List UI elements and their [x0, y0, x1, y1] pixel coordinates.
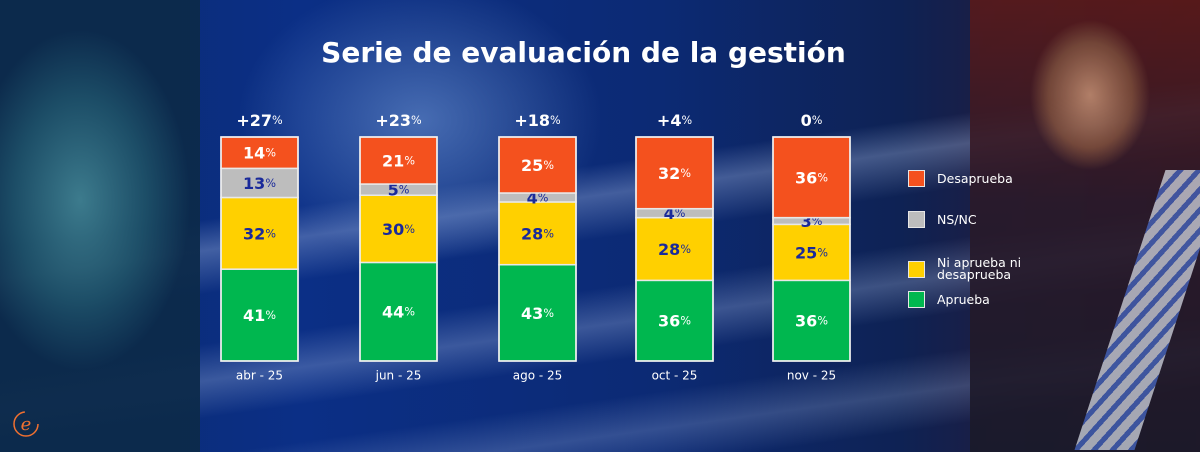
data-label: 13% — [243, 173, 276, 192]
data-label: 41% — [243, 306, 276, 325]
data-label: 25% — [521, 156, 554, 175]
bar-segment-desaprueba — [772, 136, 851, 219]
legend-label: Desaprueba — [937, 170, 1013, 186]
data-label: 25% — [795, 243, 828, 262]
data-label: 28% — [658, 240, 691, 259]
data-label: 36% — [795, 168, 828, 187]
svg-text:e: e — [21, 414, 32, 435]
bar-segment-desaprueba — [359, 136, 438, 185]
bar-frame — [359, 136, 438, 362]
data-label: 4% — [527, 188, 549, 207]
net-label: +23% — [375, 111, 422, 130]
legend-label: NS/NC — [937, 211, 977, 227]
data-label: 32% — [658, 163, 691, 182]
x-tick-label: abr - 25 — [236, 369, 283, 383]
net-label: +18% — [514, 111, 561, 130]
bar-frame — [635, 136, 714, 362]
bar-frame — [772, 136, 851, 362]
chart-title: Serie de evaluación de la gestión — [321, 36, 846, 69]
data-label: 44% — [382, 302, 415, 321]
legend-swatch-nsnc — [908, 211, 925, 228]
legend-item-desaprueba: Desaprueba — [908, 170, 1067, 187]
data-label: 43% — [521, 303, 554, 322]
legend-swatch-aprueba — [908, 291, 925, 308]
legend-item-nsnc: NS/NC — [908, 211, 1067, 228]
left-person-photo — [0, 0, 200, 452]
data-label: 32% — [243, 224, 276, 243]
data-label: 36% — [658, 311, 691, 330]
data-label: 21% — [382, 151, 415, 170]
x-tick-label: nov - 25 — [787, 369, 836, 383]
data-label: 4% — [664, 204, 686, 223]
e-logo-icon: e — [13, 411, 39, 437]
x-tick-label: ago - 25 — [513, 369, 563, 383]
net-label: +4% — [657, 111, 693, 130]
legend-swatch-desaprueba — [908, 170, 925, 187]
legend-item-ni-aprueba: Ni aprueba ni desaprueba — [908, 255, 1032, 282]
data-label: 28% — [521, 224, 554, 243]
bar-segment-aprueba — [772, 279, 851, 362]
x-tick-label: jun - 25 — [375, 369, 422, 383]
data-label: 3% — [801, 212, 823, 231]
x-tick-label: oct - 25 — [652, 369, 698, 383]
bar-segment-aprueba — [220, 268, 299, 362]
data-label: 14% — [243, 143, 276, 162]
data-label: 36% — [795, 311, 828, 330]
data-label: 5% — [388, 180, 410, 199]
legend-item-aprueba: Aprueba — [908, 291, 1067, 308]
bar-segment-ns-nc — [220, 167, 299, 199]
bar-frame — [220, 136, 299, 362]
data-label: 30% — [382, 219, 415, 238]
legend-label: Ni aprueba ni desaprueba — [937, 255, 1022, 282]
bar-frame — [498, 136, 577, 362]
net-label: +27% — [236, 111, 283, 130]
bar-segment-ni-aprueba-ni-desaprueba — [498, 201, 577, 266]
legend-label: Aprueba — [937, 291, 990, 307]
net-label: 0% — [801, 111, 823, 130]
legend-swatch-ni-aprueba — [908, 260, 925, 278]
